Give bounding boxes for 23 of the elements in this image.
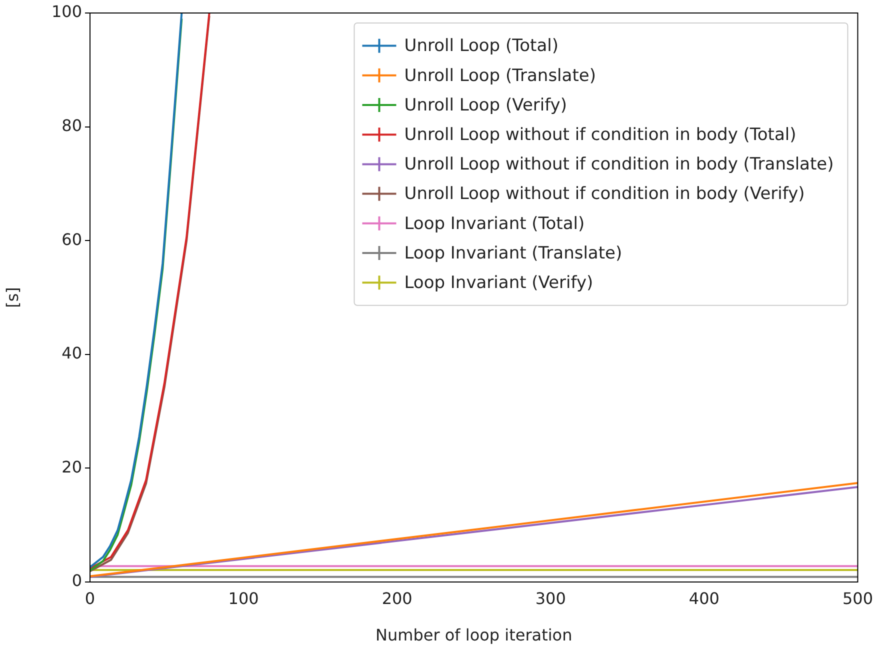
- legend-label: Unroll Loop (Verify): [404, 95, 567, 116]
- y-axis-title: [s]: [2, 287, 22, 308]
- x-tick-label: 0: [84, 588, 96, 608]
- legend-label: Loop Invariant (Total): [404, 214, 585, 234]
- legend-label: Unroll Loop (Total): [404, 36, 558, 56]
- legend-label: Loop Invariant (Verify): [404, 273, 594, 294]
- legend-label: Unroll Loop without if condition in body (Verify): [404, 184, 805, 204]
- legend-label: Unroll Loop without if condition in body (Total): [404, 125, 796, 146]
- legend-label: Loop Invariant (Translate): [404, 243, 622, 264]
- x-tick-label: 400: [688, 588, 720, 608]
- x-tick-label: 100: [228, 588, 259, 608]
- legend-label: Unroll Loop (Translate): [404, 66, 596, 86]
- y-tick-label: 80: [62, 116, 82, 135]
- x-axis-title: Number of loop iteration: [376, 626, 572, 645]
- y-tick-label: 60: [62, 230, 82, 249]
- x-tick-label: 200: [382, 588, 412, 608]
- y-tick-label: 40: [62, 344, 82, 363]
- legend-label: Unroll Loop without if condition in body (Translate): [404, 154, 834, 175]
- y-tick-label: 20: [62, 457, 82, 476]
- y-tick-label: 0: [72, 571, 82, 590]
- x-tick-label: 500: [842, 588, 874, 608]
- x-tick-label: 300: [535, 588, 566, 608]
- y-tick-label: 100: [51, 2, 82, 22]
